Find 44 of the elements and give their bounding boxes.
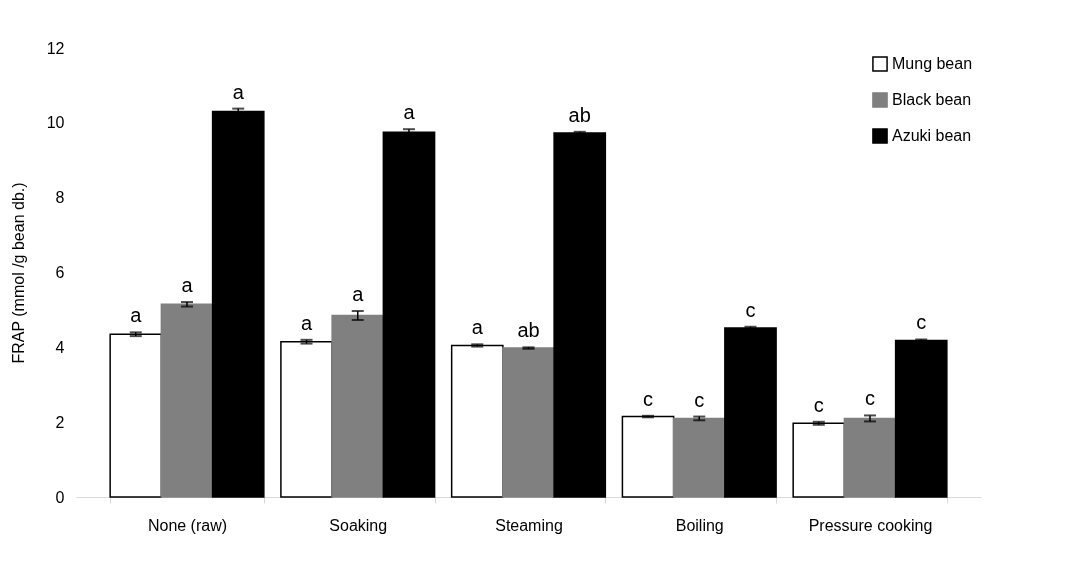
bar <box>160 303 214 498</box>
data-label: a <box>471 316 484 339</box>
y-tick-label: 8 <box>55 189 65 207</box>
data-label: ab <box>568 103 591 126</box>
bar <box>450 344 504 498</box>
y-tick-label: 0 <box>55 488 65 506</box>
x-tick-label: Pressure cooking <box>808 516 933 534</box>
x-tick-label: Steaming <box>495 516 563 534</box>
y-tick-label: 12 <box>46 39 65 57</box>
bar <box>502 347 555 498</box>
data-label: c <box>643 387 654 410</box>
bar <box>894 339 948 498</box>
bar <box>109 333 163 498</box>
data-label: c <box>745 298 756 321</box>
x-tick-label: None (raw) <box>147 516 228 534</box>
data-label: a <box>352 283 365 306</box>
bar <box>280 340 333 498</box>
bar <box>724 327 777 498</box>
legend-label: Azuki bean <box>892 127 972 144</box>
bar <box>792 422 846 498</box>
x-tick-label: Soaking <box>329 516 388 534</box>
data-label: a <box>300 311 313 334</box>
data-label: c <box>916 311 927 334</box>
data-label: c <box>694 388 705 411</box>
data-label: c <box>865 387 876 410</box>
y-axis-title: FRAP (mmol /g bean db.) <box>9 182 27 364</box>
data-label: a <box>403 101 416 124</box>
bar <box>553 132 607 498</box>
y-tick-label: 6 <box>55 264 65 281</box>
data-label: a <box>232 80 245 103</box>
bar <box>672 417 726 498</box>
data-label: a <box>181 274 194 297</box>
legend-label: Mung bean <box>892 55 973 72</box>
y-tick-label: 10 <box>46 114 65 132</box>
x-tick-label: Boiling <box>675 516 724 534</box>
bar <box>331 314 385 498</box>
bar <box>621 415 675 498</box>
bar <box>843 417 897 498</box>
data-label: ab <box>517 319 540 342</box>
y-tick-label: 2 <box>55 413 65 431</box>
legend-label: Black bean <box>892 91 972 108</box>
data-label: a <box>130 304 143 327</box>
data-label: c <box>813 393 824 416</box>
y-tick-label: 4 <box>55 338 65 356</box>
